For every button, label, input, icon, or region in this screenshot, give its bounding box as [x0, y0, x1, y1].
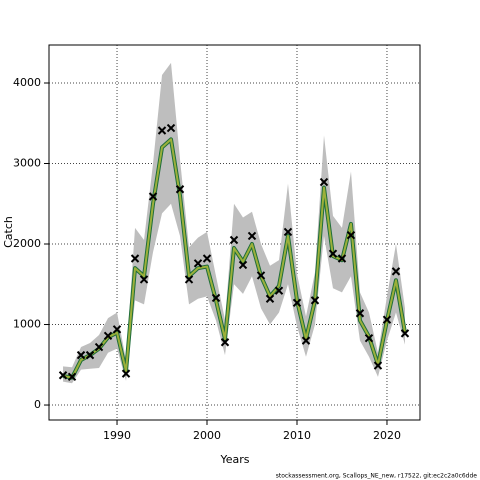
x-axis-label: Years: [219, 453, 249, 466]
observed-point: [400, 329, 410, 338]
observed-point: [175, 185, 185, 194]
y-tick-label: 2000: [13, 237, 41, 250]
observed-point: [337, 254, 347, 263]
y-tick-label: 1000: [13, 318, 41, 331]
observed-point: [139, 275, 149, 284]
observed-point: [157, 126, 167, 135]
observed-point: [121, 369, 131, 378]
x-tick-label: 2010: [283, 429, 311, 442]
plot-frame: [48, 44, 421, 421]
confidence-band: [63, 62, 405, 384]
observed-point: [256, 271, 266, 280]
observed-point: [265, 294, 275, 303]
observed-point: [382, 315, 392, 324]
observed-point: [346, 230, 356, 240]
observed-point: [238, 260, 248, 270]
observed-point: [103, 331, 113, 340]
observed-point: [76, 350, 86, 360]
observed-point: [184, 275, 194, 284]
observed-point: [220, 338, 230, 347]
observed-point: [301, 336, 311, 345]
fit-line: [62, 138, 406, 379]
observed-point: [85, 350, 95, 360]
x-tick-label: 2000: [193, 429, 221, 442]
observed-point: [310, 296, 320, 305]
observed-point: [391, 267, 401, 276]
observed-point: [193, 259, 203, 268]
observed-point: [166, 123, 176, 133]
observed-point: [283, 227, 293, 237]
x-tick-label: 1990: [103, 429, 131, 442]
observed-point: [292, 298, 302, 307]
y-tick-label: 4000: [13, 76, 41, 89]
y-axis-label: Catch: [2, 216, 15, 248]
observed-point: [58, 371, 68, 380]
observed-point: [364, 333, 374, 343]
observed-point: [355, 309, 365, 318]
observed-point: [328, 249, 338, 258]
observed-point: [229, 235, 239, 245]
observed-point: [247, 231, 257, 241]
x-tick-label: 2020: [373, 429, 401, 442]
y-tick-label: 0: [34, 398, 41, 411]
observed-point: [148, 192, 158, 201]
observed-point: [130, 254, 140, 263]
y-tick-label: 3000: [13, 157, 41, 170]
observed-point: [94, 342, 104, 352]
observed-point: [67, 372, 77, 382]
observed-point: [274, 286, 284, 295]
observed-point: [211, 293, 221, 303]
observed-point: [319, 177, 329, 187]
observed-point: [112, 325, 122, 334]
footnote: stockassessment.org, Scallops_NE_new, r1…: [276, 473, 478, 480]
observed-point: [373, 361, 383, 370]
observed-point: [202, 254, 212, 263]
